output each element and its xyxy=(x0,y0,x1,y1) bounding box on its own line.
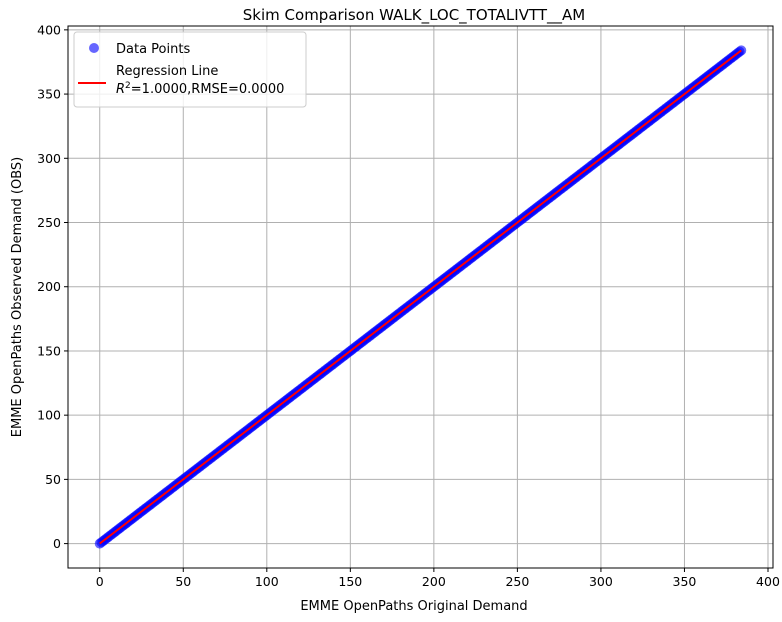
x-tick-label: 250 xyxy=(505,574,529,589)
plot-area xyxy=(94,45,747,549)
regression-line xyxy=(99,49,742,545)
axis-ticks: 0 50 100 150 200 250 300 350 400 0 50 100 150 200 250 3… xyxy=(37,22,780,589)
y-tick-label: 100 xyxy=(37,408,61,423)
legend-box xyxy=(73,31,307,108)
x-tick-label: 300 xyxy=(589,574,613,589)
grid xyxy=(68,26,773,568)
x-tick-label: 350 xyxy=(673,574,697,589)
y-tick-label: 350 xyxy=(37,87,61,102)
x-tick-label: 100 xyxy=(255,574,279,589)
x-tick-label: 0 xyxy=(96,574,104,589)
y-tick-label: 200 xyxy=(37,279,61,294)
legend-label-regression-line: Regression Line xyxy=(116,64,218,79)
y-tick-label: 300 xyxy=(37,151,61,166)
y-axis-label: EMME OpenPaths Observed Demand (OBS) xyxy=(10,157,25,437)
x-tick-label: 50 xyxy=(175,574,191,589)
x-axis-label: EMME OpenPaths Original Demand xyxy=(300,599,527,614)
legend-marker-data-points xyxy=(89,43,99,53)
y-tick-label: 0 xyxy=(53,536,61,551)
y-tick-label: 150 xyxy=(37,343,61,358)
x-tick-label: 150 xyxy=(338,574,362,589)
x-tick-label: 200 xyxy=(422,574,446,589)
plot-frame xyxy=(67,25,774,569)
y-tick-label: 400 xyxy=(37,22,61,37)
x-tick-label: 400 xyxy=(756,574,780,589)
y-tick-label: 50 xyxy=(45,472,61,487)
legend-stats: R2=1.0000,RMSE=0.0000 xyxy=(116,81,284,97)
legend-label-data-points: Data Points xyxy=(116,42,190,57)
chart-title: Skim Comparison WALK_LOC_TOTALIVTT__AM xyxy=(243,6,585,25)
y-tick-label: 250 xyxy=(37,215,61,230)
legend: Data Points Regression Line R2=1.0000,RM… xyxy=(73,31,307,108)
